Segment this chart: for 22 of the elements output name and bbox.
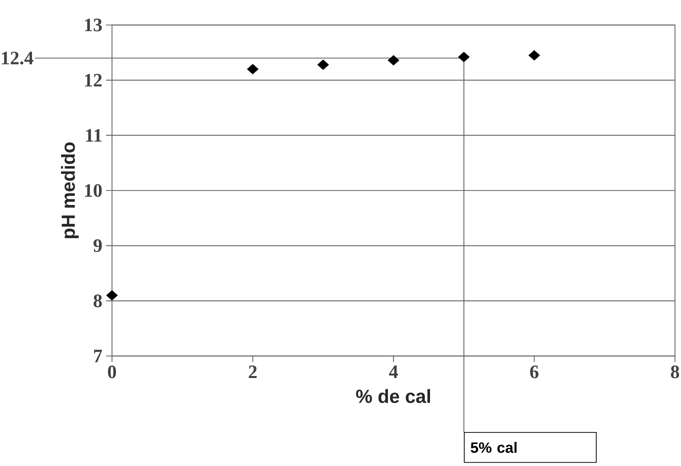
- x-axis-title: % de cal: [356, 389, 430, 404]
- ref-line-label: 12.4: [2, 52, 34, 64]
- y-axis-title: pH medido: [61, 142, 79, 238]
- point: [528, 50, 540, 61]
- x-tick-label: 6: [530, 366, 538, 378]
- x-tick-label: 0: [108, 366, 116, 378]
- point: [246, 64, 259, 74]
- y-tick-label: 13: [85, 18, 102, 32]
- y-tick-label: 9: [94, 239, 102, 252]
- y-tick-label: 10: [85, 184, 102, 197]
- y-tick-label: 7: [94, 350, 102, 362]
- x-tick-label: 2: [248, 366, 257, 378]
- point: [317, 60, 329, 70]
- y-tick-label: 11: [86, 129, 102, 142]
- ref-line-label: 5% cal: [470, 442, 517, 453]
- point: [388, 55, 400, 66]
- point: [106, 290, 118, 301]
- x-tick-label: 8: [670, 366, 680, 378]
- y-tick-label: 12: [85, 74, 102, 86]
- x-tick-label: 4: [389, 366, 398, 378]
- y-tick-label: 8: [94, 294, 102, 308]
- point: [458, 52, 470, 62]
